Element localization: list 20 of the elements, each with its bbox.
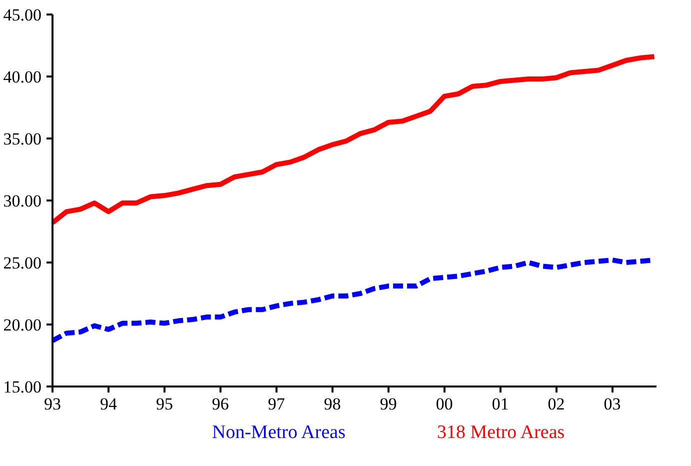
x-tick-label: 03 xyxy=(604,394,621,414)
x-tick-label: 95 xyxy=(156,394,173,414)
y-tick-label: 25.00 xyxy=(3,254,42,272)
x-tick-label: 98 xyxy=(324,394,341,414)
x-tick-label: 00 xyxy=(436,394,453,414)
x-tick-label: 01 xyxy=(492,394,509,414)
x-tick-label: 94 xyxy=(100,394,118,414)
x-tick-label: 93 xyxy=(44,394,61,414)
y-tick-label: 20.00 xyxy=(3,316,42,334)
x-tick-label: 02 xyxy=(548,394,565,414)
y-tick-label: 40.00 xyxy=(3,68,42,86)
x-tick-label: 96 xyxy=(212,394,229,414)
x-tick-label: 99 xyxy=(380,394,397,414)
x-tick-label: 97 xyxy=(268,394,286,414)
y-tick-label: 35.00 xyxy=(3,130,42,148)
y-tick-label: 15.00 xyxy=(3,378,42,396)
y-tick-label: 30.00 xyxy=(3,192,42,210)
text: 318 Metro Areas xyxy=(437,422,565,444)
text: Non-Metro Areas xyxy=(212,422,346,444)
y-tick-label: 45.00 xyxy=(3,6,42,24)
